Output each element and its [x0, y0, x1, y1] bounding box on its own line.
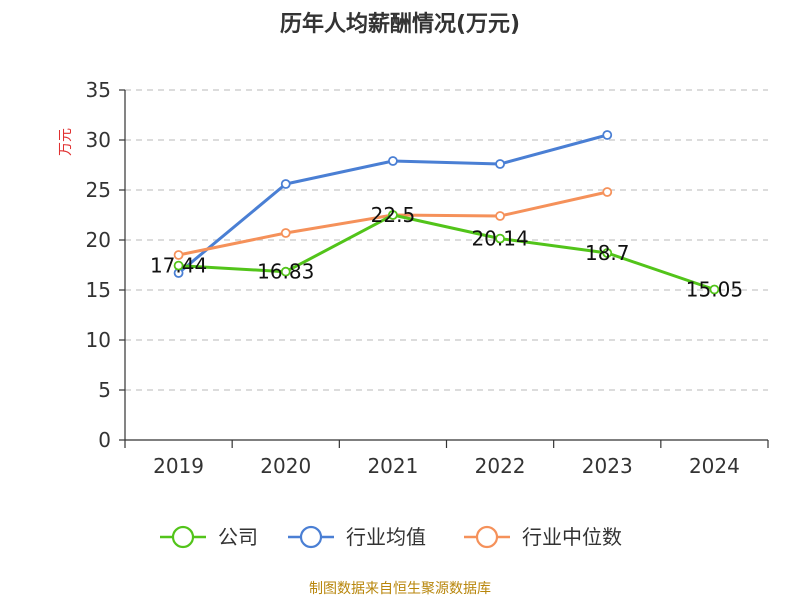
x-tick-label: 2022 — [475, 454, 526, 478]
chart-title: 历年人均薪酬情况(万元) — [279, 12, 521, 37]
data-point — [173, 260, 184, 271]
legend-marker — [475, 525, 499, 549]
x-tick-label: 2020 — [260, 454, 311, 478]
data-label: 16.83 — [257, 260, 314, 284]
axes: 0 5 10 15 20 25 30 35 万元 2019 2020 2021 2022 2023 2024 — [58, 78, 769, 478]
data-label: 22.5 — [371, 203, 416, 227]
series-lines — [173, 130, 720, 295]
y-tick-label: 20 — [86, 228, 111, 252]
y-tick-label: 0 — [98, 428, 111, 452]
data-point — [280, 179, 291, 189]
source-note: 制图数据来自恒生聚源数据库 — [309, 581, 491, 597]
data-point — [495, 233, 505, 244]
legend-label: 公司 — [218, 525, 258, 549]
y-tick-label: 15 — [86, 278, 111, 302]
data-point — [388, 156, 398, 166]
y-tick-label: 10 — [86, 328, 111, 352]
data-label: 15.05 — [686, 278, 743, 302]
data-label: 17.44 — [150, 254, 207, 278]
data-point — [709, 284, 720, 295]
data-point — [280, 228, 291, 238]
data-point — [280, 266, 291, 277]
y-tick-label: 35 — [86, 78, 111, 102]
grid-lines — [125, 89, 768, 391]
x-tick-label: 2021 — [367, 454, 418, 478]
data-point — [495, 211, 505, 221]
y-axis-label: 万元 — [58, 128, 74, 156]
data-label: 20.14 — [471, 227, 528, 251]
data-point — [495, 159, 505, 169]
data-point — [173, 250, 184, 260]
x-tick-label: 2024 — [689, 454, 740, 478]
y-tick-label: 25 — [86, 178, 111, 202]
series-line-0 — [178, 213, 715, 291]
data-point — [602, 248, 613, 258]
legend: 公司 行业均值 行业中位数 — [160, 525, 622, 549]
legend-marker — [299, 525, 323, 549]
data-point — [602, 130, 613, 140]
data-point — [388, 210, 398, 220]
legend-label: 行业均值 — [346, 525, 426, 549]
data-point — [602, 187, 613, 197]
data-labels: 17.44 16.83 22.5 20.14 18.7 15.05 — [150, 203, 743, 302]
legend-marker — [171, 525, 195, 549]
data-label: 18.7 — [585, 241, 630, 265]
y-tick-label: 5 — [98, 378, 111, 402]
x-tick-label: 2019 — [153, 454, 204, 478]
legend-label: 行业中位数 — [522, 525, 622, 549]
x-tick-label: 2023 — [582, 454, 633, 478]
y-tick-label: 30 — [86, 128, 111, 152]
